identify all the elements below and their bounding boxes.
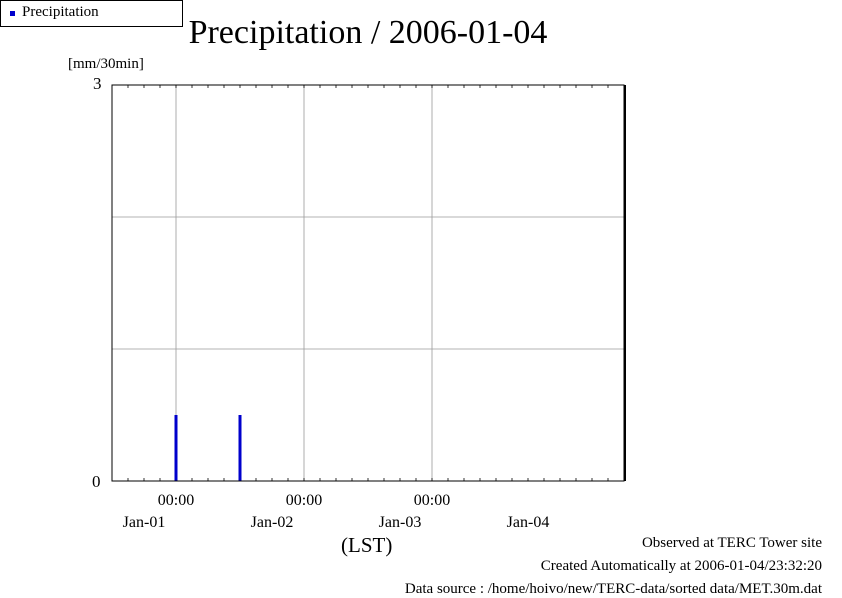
grid-lines (112, 85, 624, 481)
observed-note: Observed at TERC Tower site (641, 535, 822, 551)
x-date-label: Jan-01 (123, 514, 166, 531)
x-time-tick-label: 00:00 (286, 492, 322, 509)
precipitation-bar (238, 415, 242, 481)
data-source-note: Data source : /home/hoivo/new/TERC-data/… (404, 581, 822, 597)
axis-ticks (127, 85, 609, 481)
plot-frame (111, 84, 625, 482)
legend-swatch-precipitation (10, 11, 15, 16)
y-tick-label-min: 0 (92, 472, 101, 491)
legend: Precipitation (0, 0, 183, 27)
x-date-label: Jan-04 (507, 514, 550, 531)
data-bars (174, 415, 242, 481)
precipitation-bar (174, 415, 178, 481)
x-axis-label: (LST) (341, 533, 393, 557)
chart-title: Precipitation / 2006-01-04 (188, 14, 548, 51)
x-date-label: Jan-03 (379, 514, 422, 531)
created-note: Created Automatically at 2006-01-04/23:3… (540, 558, 822, 574)
y-axis-unit-label: [mm/30min] (68, 56, 144, 72)
x-date-label: Jan-02 (251, 514, 294, 531)
y-tick-label-max: 3 (93, 74, 102, 93)
x-axis-labels: 00:00 00:00 00:00 Jan-01 Jan-02 Jan-03 Jan-04 (123, 492, 550, 531)
x-time-tick-label: 00:00 (414, 492, 450, 509)
x-time-tick-label: 00:00 (158, 492, 194, 509)
legend-label-precipitation: Precipitation (22, 4, 99, 20)
